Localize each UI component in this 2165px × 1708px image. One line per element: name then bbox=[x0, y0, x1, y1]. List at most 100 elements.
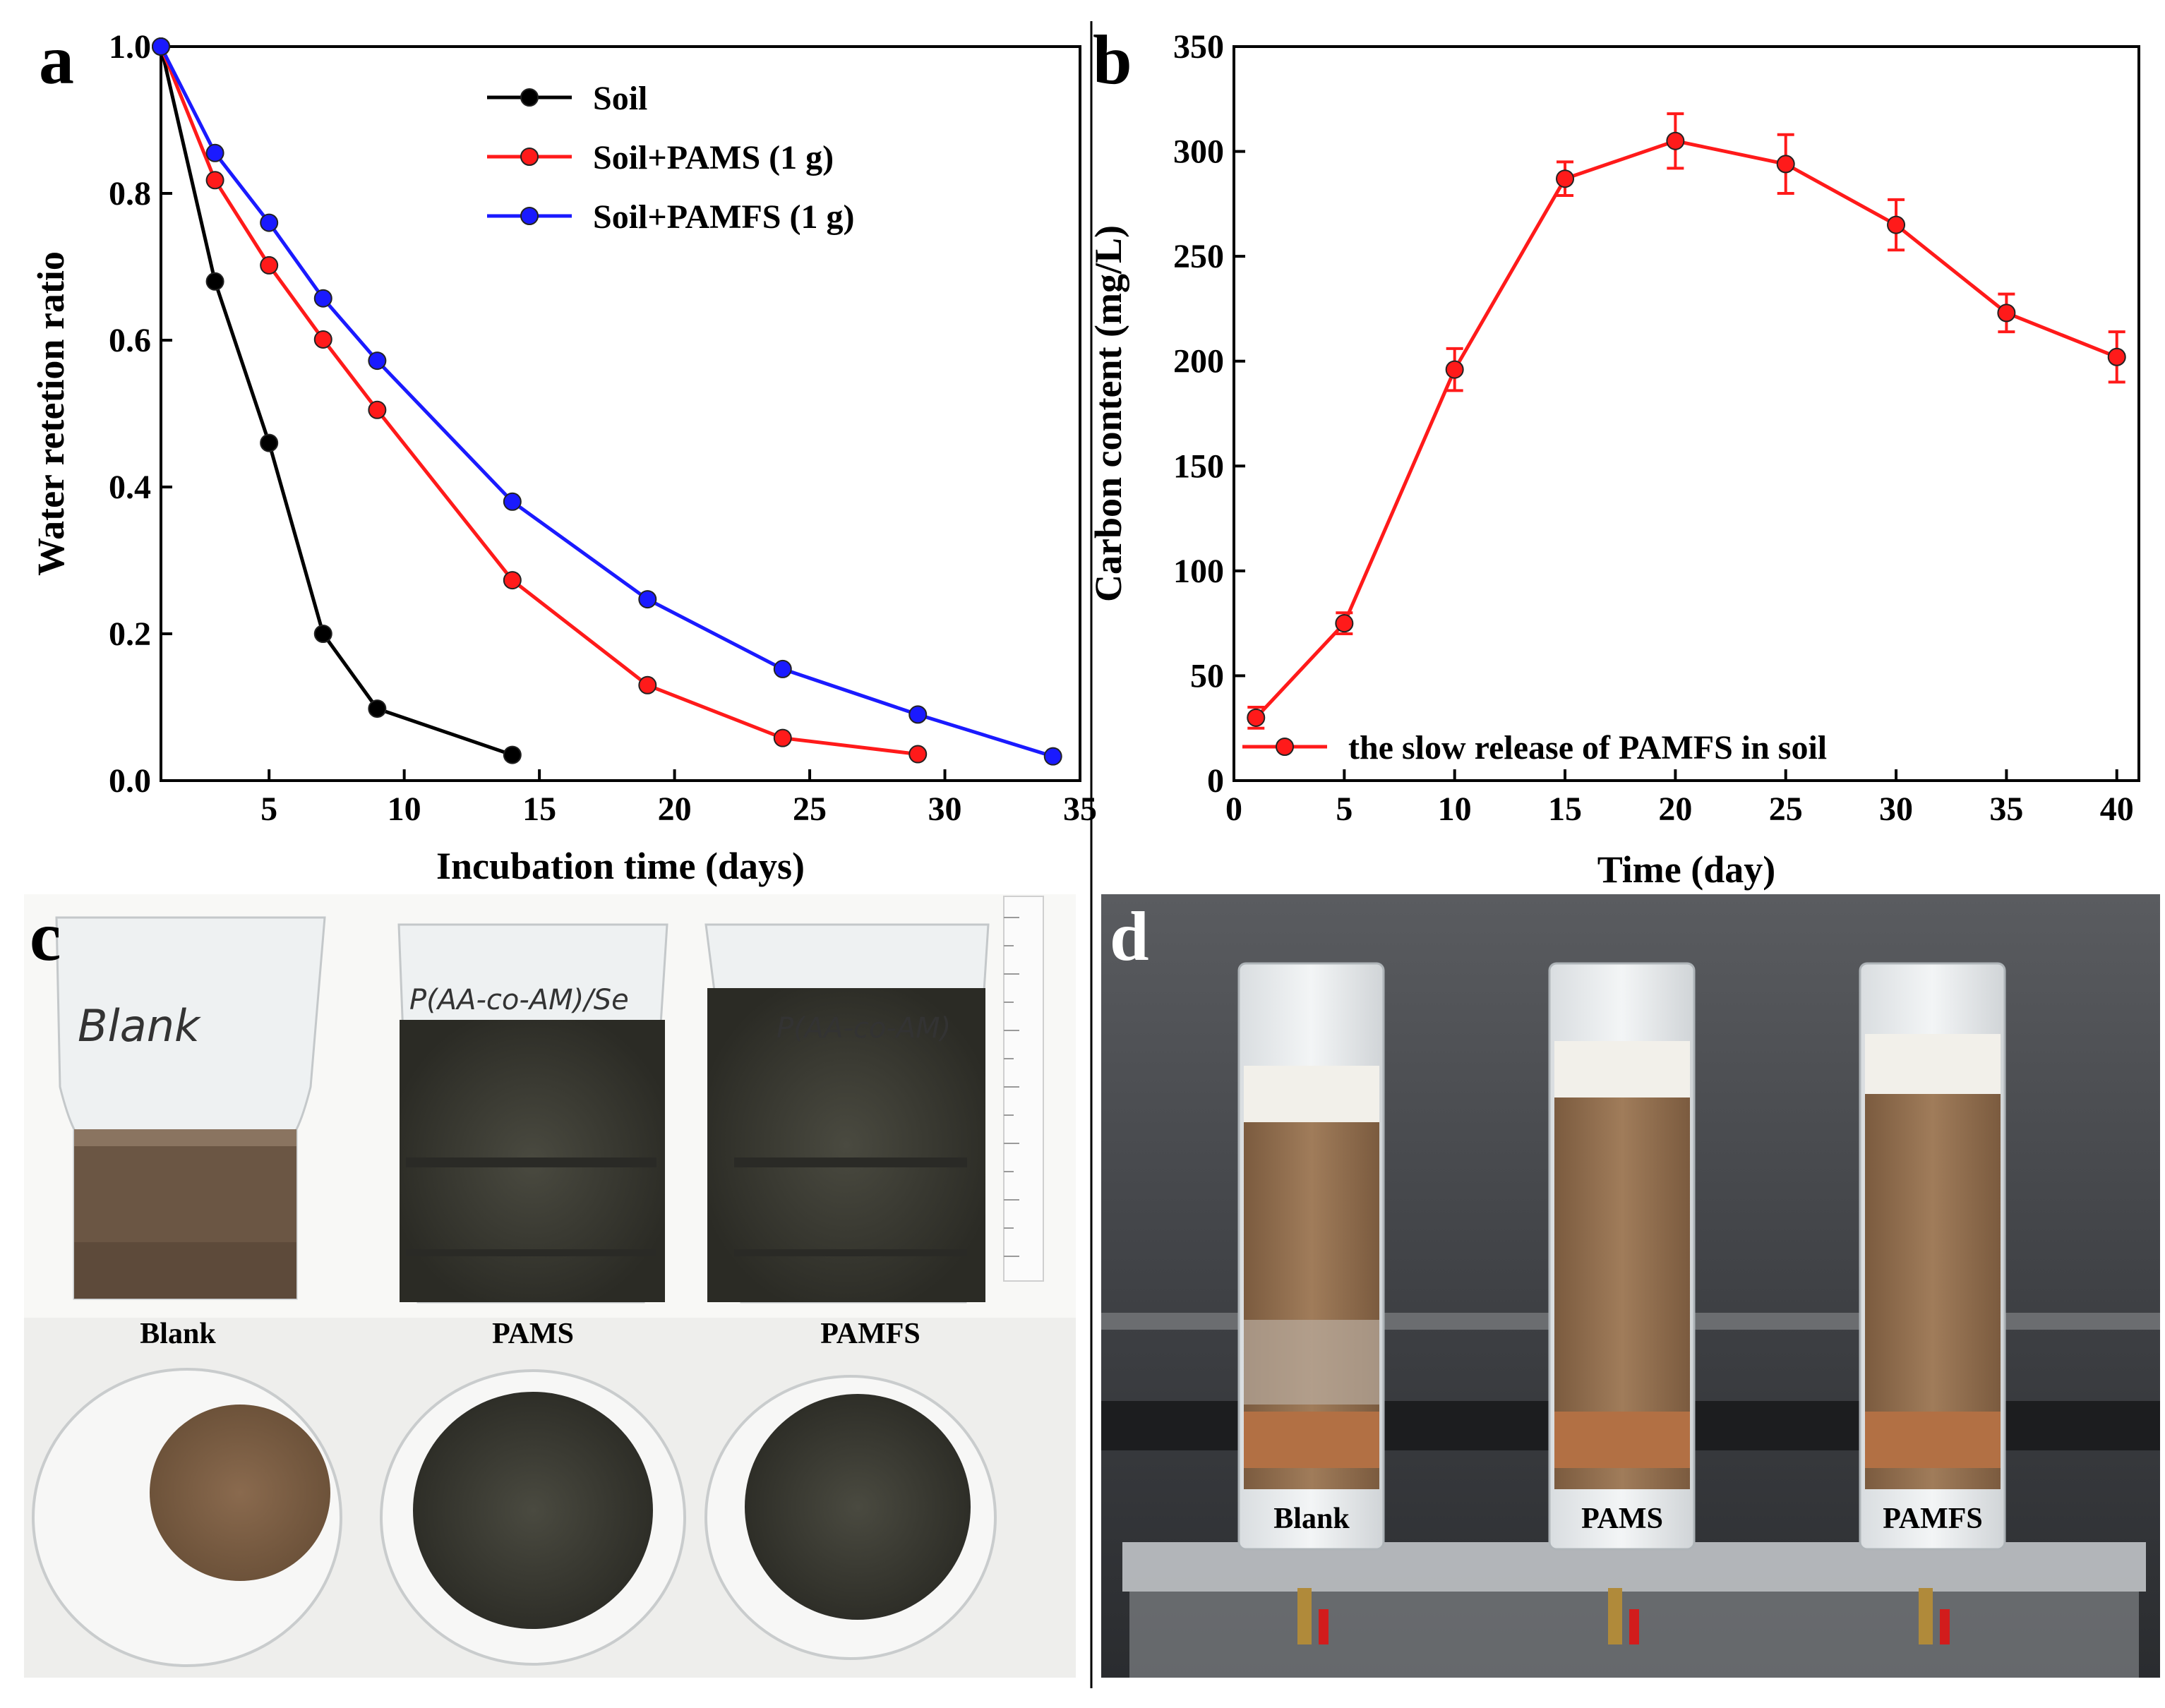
a-x-tick-label: 15 bbox=[522, 790, 556, 828]
data-point-soil-pamfs-1-g bbox=[368, 351, 387, 371]
dish-pamfs bbox=[704, 1375, 997, 1660]
data-point-the-slow-release-of-pamfs-in-soil bbox=[1666, 131, 1685, 150]
b-y-tick-label: 100 bbox=[1173, 553, 1224, 590]
panel-b-series bbox=[1247, 112, 2126, 730]
data-point-soil-pamfs-1-g bbox=[503, 492, 522, 511]
panel-a-series bbox=[152, 37, 1062, 766]
data-point-the-slow-release-of-pamfs-in-soil bbox=[1776, 155, 1795, 174]
panel-b-x-axis-label: Time (day) bbox=[1597, 848, 1776, 891]
data-point-soil bbox=[503, 745, 522, 764]
a-x-tick-label: 10 bbox=[388, 790, 421, 828]
b-x-tick-label: 35 bbox=[1989, 790, 2023, 828]
panel-b-letter: b bbox=[1093, 20, 1132, 99]
legend-marker-the-slow-release-of-pamfs-in-soil bbox=[1276, 738, 1294, 756]
a-y-tick-label: 0.0 bbox=[109, 762, 151, 800]
panel-b-y-axis-label: Carbon content (mg/L) bbox=[1087, 225, 1129, 602]
data-point-soil-pams-1-g bbox=[205, 171, 224, 190]
b-y-tick-label: 350 bbox=[1173, 28, 1224, 66]
legend-marker-soil-pamfs-1-g bbox=[520, 207, 539, 225]
b-y-tick-label: 150 bbox=[1173, 447, 1224, 485]
column-pams bbox=[1548, 962, 1696, 1644]
panel-b-x-ticks: 0 5 10 15 20 25 30 35 40 bbox=[1225, 769, 2134, 828]
panel-a-y-axis-label: Water retetion ratio bbox=[30, 251, 72, 576]
data-point-the-slow-release-of-pamfs-in-soil bbox=[1887, 215, 1906, 234]
column-blank bbox=[1237, 962, 1385, 1644]
panel-a-x-ticks: 5 10 15 20 25 30 35 bbox=[260, 769, 1097, 828]
data-point-soil-pamfs-1-g bbox=[260, 213, 279, 232]
cup-pams: P(AA-co-AM)/Se bbox=[397, 923, 668, 1304]
legend-marker-soil-pams-1-g bbox=[520, 148, 539, 166]
data-point-soil-pams-1-g bbox=[773, 728, 792, 747]
acrylic-stand bbox=[1122, 1542, 2146, 1592]
data-point-soil-pams-1-g bbox=[260, 255, 279, 275]
ruler-ticks bbox=[1004, 917, 1019, 1257]
data-point-soil-pams-1-g bbox=[908, 745, 928, 764]
a-y-tick-label: 0.6 bbox=[109, 322, 151, 359]
photo-c-label-blank: Blank bbox=[140, 1318, 216, 1350]
photo-c-label-pamfs: PAMFS bbox=[820, 1318, 920, 1350]
a-x-tick-label: 5 bbox=[260, 790, 277, 828]
panel-a-x-axis-label: Incubation time (days) bbox=[436, 845, 805, 887]
panel-a-legend: Soil Soil+PAMS (1 g) Soil+PAMFS (1 g) bbox=[487, 80, 854, 236]
photo-d-label-pamfs: PAMFS bbox=[1883, 1503, 1983, 1535]
legend-label-the-slow-release-of-pamfs-in-soil: the slow release of PAMFS in soil bbox=[1348, 729, 1827, 766]
data-point-the-slow-release-of-pamfs-in-soil bbox=[1556, 169, 1575, 188]
a-x-tick-label: 30 bbox=[928, 790, 962, 828]
dish-pams bbox=[380, 1369, 686, 1666]
data-point-soil-pamfs-1-g bbox=[773, 659, 792, 678]
data-point-soil bbox=[260, 433, 279, 452]
panel-b-y-ticks: 0 50 100 150 200 250 300 350 bbox=[1173, 28, 1245, 800]
legend-marker-soil bbox=[520, 88, 539, 107]
handwriting-blank: Blank bbox=[78, 1000, 201, 1052]
b-y-tick-label: 250 bbox=[1173, 238, 1224, 275]
data-point-soil bbox=[313, 625, 332, 643]
panel-a-letter: a bbox=[39, 20, 74, 99]
data-point-the-slow-release-of-pamfs-in-soil bbox=[1997, 303, 2016, 323]
b-x-tick-label: 30 bbox=[1879, 790, 1913, 828]
ruler bbox=[1003, 896, 1044, 1282]
panel-a-y-ticks: 0.0 0.2 0.4 0.6 0.8 1.0 bbox=[109, 28, 172, 800]
series-line-soil bbox=[159, 46, 513, 757]
handwriting-pamfs: P(AA-co-AM) bbox=[776, 1012, 951, 1045]
a-y-tick-label: 1.0 bbox=[109, 28, 151, 66]
photo-d-label-blank: Blank bbox=[1273, 1503, 1350, 1535]
data-point-the-slow-release-of-pamfs-in-soil bbox=[1247, 708, 1266, 727]
data-point-soil-pamfs-1-g bbox=[1043, 747, 1062, 766]
panel-a-plot-frame bbox=[160, 45, 1081, 782]
a-x-tick-label: 25 bbox=[793, 790, 827, 828]
b-x-tick-label: 25 bbox=[1769, 790, 1803, 828]
panel-b-plot-frame bbox=[1233, 45, 2140, 782]
a-y-tick-label: 0.8 bbox=[109, 175, 151, 212]
handwriting-pams: P(AA-co-AM)/Se bbox=[409, 984, 629, 1016]
b-x-tick-label: 10 bbox=[1438, 790, 1472, 828]
panel-c-letter: c bbox=[30, 897, 61, 975]
legend-label-soil-pams-1-g: Soil+PAMS (1 g) bbox=[593, 139, 834, 176]
data-point-soil-pams-1-g bbox=[503, 571, 522, 590]
panel-a-line-chart: 5 10 15 20 25 30 35 0.00.20.40.60.81.0 SoilSoi… bbox=[30, 20, 1097, 887]
a-y-tick-label: 0.4 bbox=[109, 469, 151, 506]
series-line-the-slow-release-of-pamfs-in-soil bbox=[1254, 139, 2118, 719]
b-y-tick-label: 200 bbox=[1173, 343, 1224, 380]
photo-c-label-pams: PAMS bbox=[492, 1318, 574, 1350]
data-point-soil-pams-1-g bbox=[368, 400, 387, 419]
data-point-the-slow-release-of-pamfs-in-soil bbox=[1445, 360, 1464, 379]
data-point-soil-pamfs-1-g bbox=[908, 705, 928, 724]
b-x-tick-label: 40 bbox=[2100, 790, 2134, 828]
data-point-soil-pams-1-g bbox=[638, 675, 657, 694]
panel-d-letter: d bbox=[1110, 897, 1149, 975]
data-point-soil bbox=[205, 272, 224, 291]
data-point-soil-pamfs-1-g bbox=[313, 289, 332, 308]
b-y-tick-label: 50 bbox=[1190, 657, 1224, 694]
b-y-tick-label: 0 bbox=[1207, 762, 1224, 800]
b-x-tick-label: 5 bbox=[1336, 790, 1353, 828]
b-y-tick-label: 300 bbox=[1173, 133, 1224, 171]
column-pamfs bbox=[1859, 962, 2006, 1644]
b-x-tick-label: 0 bbox=[1225, 790, 1242, 828]
panel-b-legend: the slow release of PAMFS in soil bbox=[1242, 729, 1827, 766]
a-y-tick-label: 0.2 bbox=[109, 615, 151, 653]
panel-d-photo: Blank PAMS PAMFS d bbox=[1101, 894, 2160, 1678]
legend-label-soil: Soil bbox=[593, 80, 647, 117]
data-point-soil-pamfs-1-g bbox=[152, 37, 170, 56]
panel-b-line-chart: 0 5 10 15 20 25 30 35 40 0 50 100 150 200 250 300 350 t… bbox=[1087, 20, 2140, 891]
